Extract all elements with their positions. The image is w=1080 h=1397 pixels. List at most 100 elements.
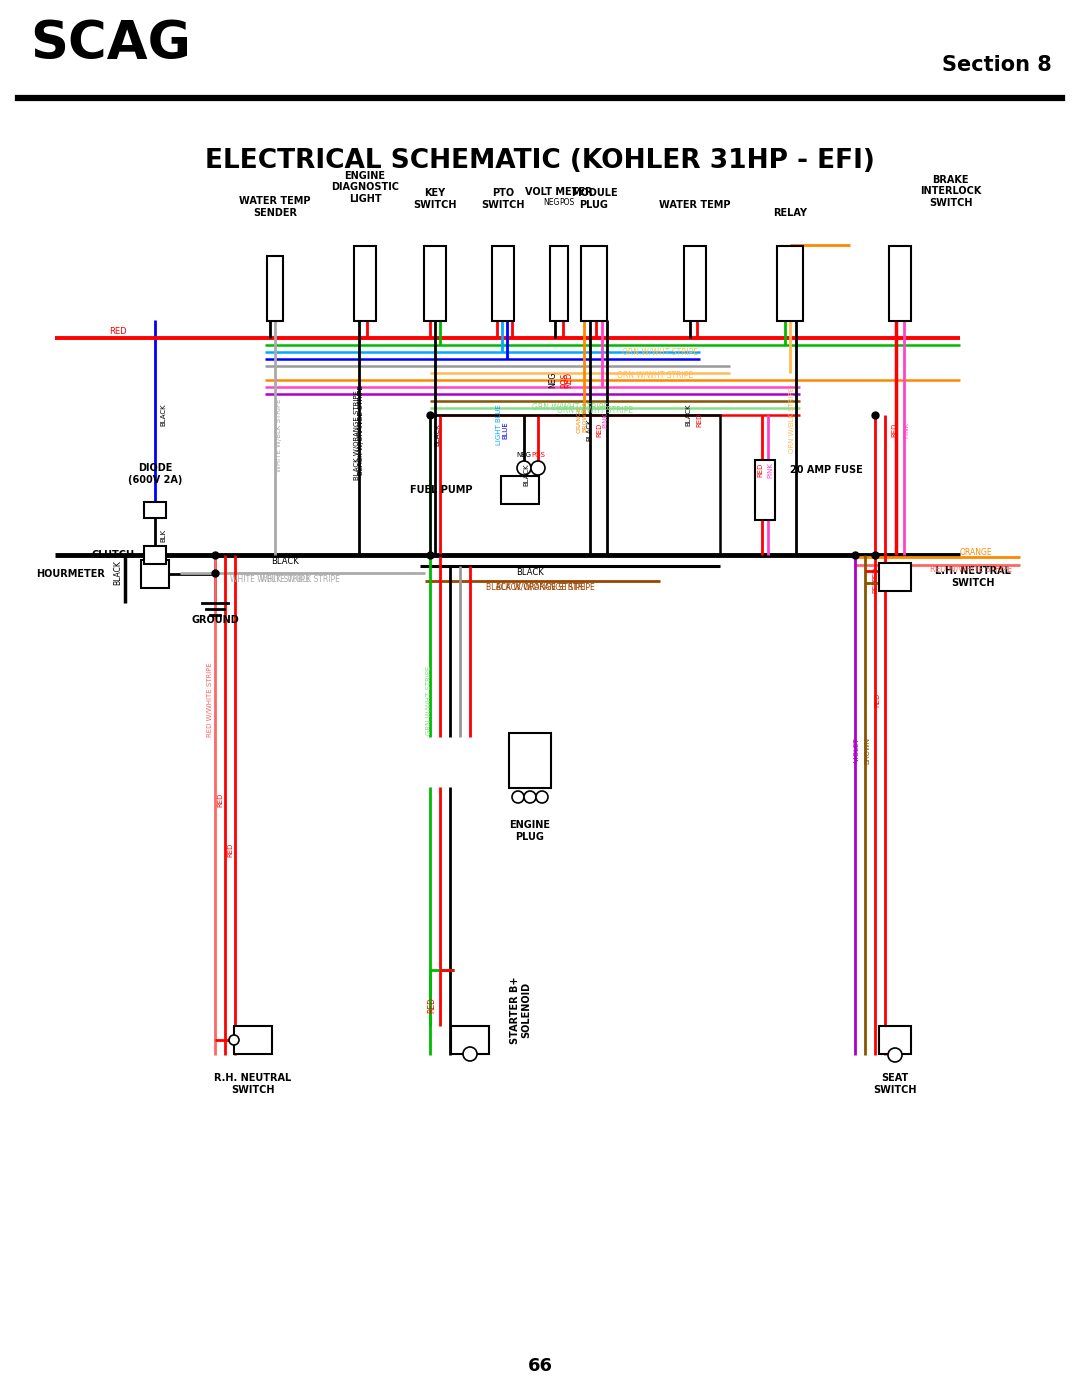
Bar (889, 246, 912, 320)
Text: ORN W/WHT STRIPE: ORN W/WHT STRIPE (617, 370, 693, 380)
Bar (879, 563, 912, 591)
Bar (430, 415, 720, 555)
Text: RED W/WHITE STRIPE: RED W/WHITE STRIPE (930, 564, 1012, 574)
Text: BLACK: BLACK (516, 569, 544, 577)
Text: NEG: NEG (516, 453, 531, 458)
Text: BLACK: BLACK (113, 560, 122, 585)
Text: PINK: PINK (903, 422, 909, 437)
Text: PINK: PINK (602, 412, 608, 427)
Text: VOLT METER: VOLT METER (525, 187, 593, 197)
Text: GRN W/WHT STRIPE: GRN W/WHT STRIPE (557, 405, 633, 415)
Text: R.H. NEUTRAL
SWITCH: R.H. NEUTRAL SWITCH (214, 1073, 292, 1095)
Text: ELECTRICAL SCHEMATIC (KOHLER 31HP - EFI): ELECTRICAL SCHEMATIC (KOHLER 31HP - EFI) (205, 148, 875, 175)
Bar (267, 256, 283, 320)
Text: BLACK: BLACK (685, 404, 691, 426)
Text: FUEL PUMP: FUEL PUMP (409, 485, 472, 495)
Bar (492, 246, 514, 320)
Text: WHITE W:BLK STRIPE: WHITE W:BLK STRIPE (230, 576, 310, 584)
Text: BLACK: BLACK (434, 423, 440, 446)
Text: VIOLET: VIOLET (854, 738, 860, 763)
Text: DIODE
(600V 2A): DIODE (600V 2A) (127, 464, 183, 485)
Text: RED: RED (109, 327, 126, 337)
Text: ORN W/BLK STRIPE: ORN W/BLK STRIPE (789, 387, 795, 453)
Text: 20 AMP FUSE: 20 AMP FUSE (789, 465, 863, 475)
Text: L.H. NEUTRAL
SWITCH: L.H. NEUTRAL SWITCH (935, 566, 1011, 588)
Text: BLACK W/ORANGE STRIPE: BLACK W/ORANGE STRIPE (354, 390, 360, 481)
Circle shape (531, 461, 545, 475)
Text: BLUE: BLUE (502, 420, 508, 439)
Text: STARTER B+
SOLENOID: STARTER B+ SOLENOID (510, 977, 531, 1044)
Circle shape (517, 461, 531, 475)
Text: BLACK: BLACK (271, 557, 299, 566)
Circle shape (536, 791, 548, 803)
Circle shape (888, 1048, 902, 1062)
Text: POS: POS (561, 373, 569, 387)
Bar (509, 732, 551, 788)
Text: BROWN: BROWN (864, 736, 870, 764)
Text: RED: RED (227, 842, 233, 858)
Text: WATER TEMP
SENDER: WATER TEMP SENDER (240, 197, 311, 218)
Text: BLACK W/ORANGE STRIPE: BLACK W/ORANGE STRIPE (496, 583, 594, 592)
Text: RED: RED (428, 997, 436, 1013)
Text: BLACK: BLACK (523, 464, 529, 486)
Circle shape (229, 1035, 239, 1045)
Text: RED: RED (872, 567, 878, 581)
Text: RED: RED (565, 372, 573, 388)
Text: MODULE
PLUG: MODULE PLUG (570, 189, 618, 210)
Bar (234, 1025, 272, 1053)
Bar (354, 246, 376, 320)
Bar (144, 502, 166, 518)
Text: BLACK: BLACK (160, 404, 166, 426)
Text: ENGINE
PLUG: ENGINE PLUG (510, 820, 551, 841)
Text: WATER TEMP: WATER TEMP (659, 200, 731, 210)
Text: 66: 66 (527, 1356, 553, 1375)
Bar (550, 246, 568, 320)
Circle shape (463, 1046, 477, 1060)
Bar (424, 246, 446, 320)
Bar (879, 1025, 912, 1053)
Text: RED W/WHITE STRIPE: RED W/WHITE STRIPE (207, 662, 213, 738)
Text: BLACK: BLACK (586, 419, 592, 441)
Text: BLK: BLK (160, 528, 166, 542)
Text: CLUTCH: CLUTCH (92, 550, 135, 560)
Text: WHITE W/BLK STRIPE: WHITE W/BLK STRIPE (276, 398, 282, 472)
Text: NEG: NEG (543, 198, 559, 207)
Text: ENGINE
DIAGNOSTIC
LIGHT: ENGINE DIAGNOSTIC LIGHT (330, 170, 399, 204)
Text: SEAT
SWITCH: SEAT SWITCH (874, 1073, 917, 1095)
Text: HOURMETER: HOURMETER (36, 569, 105, 578)
Text: RED: RED (217, 793, 222, 807)
Text: WHITE W:BLK STRIPE: WHITE W:BLK STRIPE (260, 576, 340, 584)
Bar (501, 476, 539, 504)
Text: Section 8: Section 8 (942, 54, 1052, 75)
Bar (141, 560, 168, 588)
Text: RED: RED (596, 423, 602, 437)
Circle shape (524, 791, 536, 803)
Text: POS: POS (531, 453, 545, 458)
Text: RELAY: RELAY (773, 208, 807, 218)
Text: POS: POS (559, 198, 575, 207)
Bar (144, 546, 166, 564)
Text: PINK: PINK (767, 462, 773, 478)
Text: ORN W/WHT STRIPE: ORN W/WHT STRIPE (622, 348, 698, 356)
Text: BLACK W/ORANGE STRIPE: BLACK W/ORANGE STRIPE (357, 386, 364, 475)
Text: BLACK W/ORANGE STRIPE: BLACK W/ORANGE STRIPE (486, 583, 584, 592)
Circle shape (512, 791, 524, 803)
Bar (755, 460, 775, 520)
Text: RED: RED (872, 578, 878, 594)
Text: BRAKE
INTERLOCK
SWITCH: BRAKE INTERLOCK SWITCH (920, 175, 982, 208)
Text: GRN W/WHT STRIPE: GRN W/WHT STRIPE (426, 665, 432, 735)
Bar (777, 246, 804, 320)
Text: GRN W/WHT STRIPE: GRN W/WHT STRIPE (532, 402, 608, 412)
Text: RED: RED (696, 412, 702, 427)
Text: GROUND: GROUND (191, 615, 239, 624)
Bar (451, 1025, 489, 1053)
Text: RED: RED (874, 693, 880, 707)
Text: RED: RED (891, 423, 897, 437)
Text: ORANGE: ORANGE (960, 548, 993, 557)
Text: ORANGE
BROWN: ORANGE BROWN (577, 407, 588, 433)
Text: LIGHT BLUE: LIGHT BLUE (496, 405, 502, 446)
Text: KEY
SWITCH: KEY SWITCH (414, 189, 457, 210)
Bar (581, 246, 607, 320)
Text: NEG: NEG (549, 372, 557, 388)
Bar (684, 246, 706, 320)
